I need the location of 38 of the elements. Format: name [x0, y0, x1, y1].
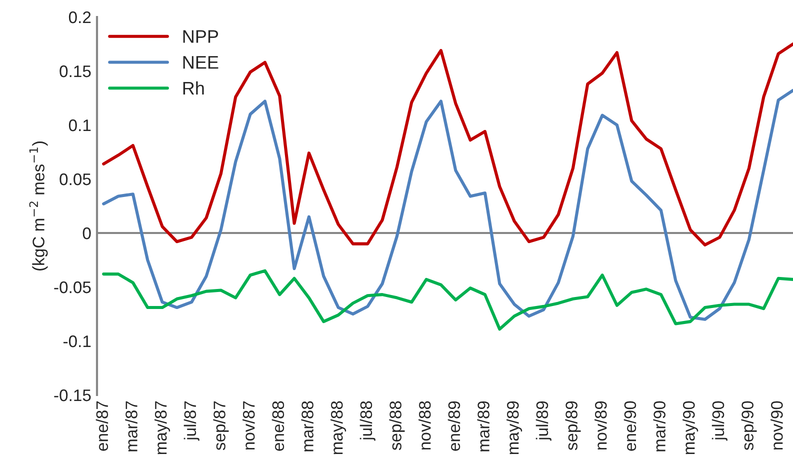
- line-series: [102, 269, 793, 331]
- x-tick-label: mar/89: [477, 401, 490, 452]
- x-tick-label: jul/87: [184, 401, 200, 441]
- y-tick-label: -0.1: [63, 335, 91, 348]
- x-tick-label: sep/90: [741, 401, 757, 450]
- x-tick-label: sep/88: [389, 401, 405, 450]
- y-tick-label: -0.05: [54, 281, 91, 294]
- x-tick-label: jul/90: [712, 401, 728, 441]
- x-tick-label: sep/89: [565, 401, 581, 450]
- x-tick-label: may/89: [506, 401, 522, 454]
- x-tick-label: sep/87: [213, 401, 229, 450]
- x-tick-label: mar/90: [653, 401, 666, 452]
- x-tick-label: may/88: [330, 401, 346, 454]
- x-tick-label: mar/87: [125, 401, 138, 452]
- x-tick-label: ene/90: [624, 401, 636, 451]
- x-tick-label: nov/89: [594, 401, 607, 450]
- legend-label: NEE: [183, 56, 218, 69]
- y-tick-label: -0.15: [54, 389, 91, 402]
- y-axis-title: (kgC m$^{−2}$ mes$^{−1}$): [29, 142, 48, 270]
- x-tick-label: may/87: [154, 401, 170, 454]
- x-tick-label: mar/88: [301, 401, 314, 452]
- x-tick-label: jul/89: [536, 401, 552, 441]
- y-tick-label: 0.1: [68, 119, 91, 132]
- x-tick-label: ene/87: [96, 401, 108, 451]
- y-tick-label: 0: [82, 227, 91, 240]
- legend-label: Rh: [183, 81, 204, 94]
- x-tick-label: ene/88: [272, 401, 284, 451]
- y-tick-label: 0.05: [60, 173, 91, 186]
- x-tick-label: ene/89: [448, 401, 460, 451]
- legend-label: NPP: [183, 30, 218, 43]
- y-tick-label: 0.15: [60, 65, 91, 78]
- x-tick-label: nov/90: [770, 401, 783, 450]
- x-tick-label: nov/88: [418, 401, 431, 450]
- line-series: [102, 42, 793, 246]
- x-tick-label: jul/88: [360, 401, 376, 441]
- y-tick-label: 0.2: [68, 11, 91, 24]
- x-tick-label: nov/87: [242, 401, 255, 450]
- x-tick-label: may/90: [682, 401, 698, 454]
